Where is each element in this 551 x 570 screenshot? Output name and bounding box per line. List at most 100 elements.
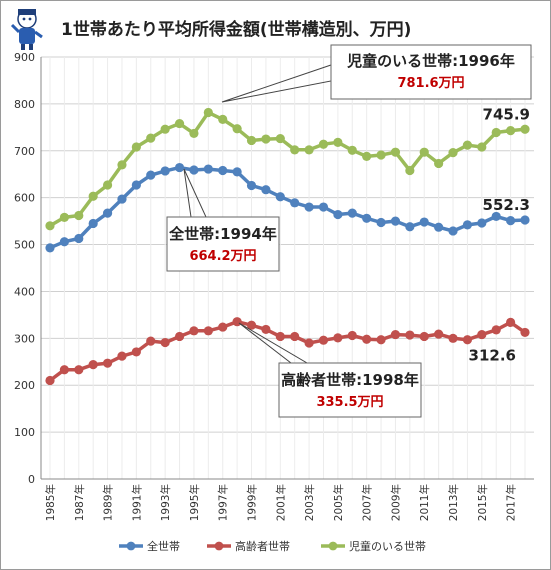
data-point [462, 335, 473, 345]
data-point [376, 217, 386, 228]
data-point [419, 217, 429, 227]
value-label: 745.9 [483, 105, 530, 123]
data-point [333, 333, 343, 343]
data-point [102, 358, 113, 368]
data-point [491, 211, 501, 222]
data-point [117, 160, 127, 170]
data-point [347, 208, 357, 218]
x-tick-label: 2007年 [361, 484, 374, 521]
data-point [448, 148, 458, 158]
data-point [290, 198, 300, 208]
data-point [102, 180, 113, 190]
data-point [390, 329, 401, 340]
data-point [74, 233, 84, 244]
data-point [131, 347, 141, 357]
callout-value: 335.5万円 [316, 395, 383, 410]
data-point [45, 375, 55, 386]
data-point [160, 124, 170, 134]
data-point [88, 191, 98, 201]
y-axis: 0 100 200 300 400 500 600 700 800 900 [14, 51, 35, 486]
x-tick-label: 1995年 [188, 484, 201, 521]
x-tick-label: 1987年 [73, 484, 86, 521]
data-point [434, 329, 444, 339]
x-tick-label: 1993年 [159, 484, 172, 521]
y-tick-label: 900 [14, 51, 35, 64]
data-point [275, 331, 285, 342]
legend-label: 高齢者世帯 [235, 539, 290, 553]
data-point [347, 145, 357, 155]
legend-swatch-marker [328, 541, 338, 551]
data-point [506, 126, 516, 136]
y-tick-label: 100 [14, 426, 35, 439]
data-point [462, 140, 473, 150]
y-tick-label: 0 [28, 473, 35, 486]
data-point [275, 192, 285, 202]
data-point [218, 114, 228, 124]
callout-elderly-1998: 高齢者世帯:1998年 335.5万円 [238, 322, 422, 418]
callout-all-1994: 全世帯:1994年 664.2万円 [166, 168, 280, 272]
data-point [117, 351, 127, 361]
data-point [290, 331, 300, 342]
callout-value: 664.2万円 [189, 249, 256, 264]
data-point [59, 212, 69, 222]
data-point [362, 334, 372, 344]
data-point [189, 326, 199, 336]
callout-title: 高齢者世帯:1998年 [281, 371, 419, 389]
x-tick-label: 2001年 [274, 484, 287, 521]
data-point [434, 158, 444, 169]
data-point [333, 137, 343, 147]
data-point [362, 151, 372, 162]
y-tick-label: 700 [14, 145, 35, 158]
data-point [405, 330, 415, 340]
data-point [520, 327, 530, 338]
data-point [261, 185, 271, 195]
callout-title: 全世帯:1994年 [168, 225, 277, 243]
data-point [462, 220, 473, 230]
data-point [74, 210, 84, 221]
series-line-1 [48, 319, 526, 382]
data-point [318, 139, 329, 149]
data-point [318, 335, 329, 345]
data-point [146, 170, 156, 180]
data-point [376, 335, 386, 345]
value-labels: 552.3 745.9 312.6 [469, 105, 530, 364]
data-point [232, 317, 242, 327]
data-point [160, 166, 170, 176]
data-point [189, 165, 199, 175]
data-point [419, 147, 429, 157]
data-point [318, 202, 329, 212]
data-point [88, 218, 98, 229]
data-point [506, 317, 516, 327]
x-tick-label: 2005年 [332, 484, 345, 521]
cartoon-mascot-icon [10, 9, 43, 50]
data-point [506, 216, 516, 226]
data-point [333, 209, 343, 220]
x-tick-label: 1989年 [102, 484, 115, 521]
callout-value: 781.6万円 [397, 76, 464, 91]
data-point [246, 180, 257, 191]
x-tick-label: 1985年 [44, 484, 57, 521]
data-point [477, 329, 487, 340]
data-point [189, 128, 199, 139]
data-point [419, 331, 429, 342]
y-tick-label: 600 [14, 192, 35, 205]
legend-swatch-marker [214, 541, 224, 551]
callout-children-1996: 児童のいる世帯:1996年 781.6万円 [221, 44, 532, 103]
legend: 全世帯 高齢者世帯 児童のいる世帯 [119, 539, 426, 553]
data-point [174, 331, 185, 342]
legend-label: 児童のいる世帯 [349, 539, 426, 553]
data-point [448, 226, 458, 236]
data-point [520, 124, 530, 134]
data-point [203, 326, 213, 336]
legend-swatch-marker [126, 541, 136, 551]
data-point [405, 165, 415, 176]
data-point [203, 107, 213, 118]
data-point [131, 142, 141, 152]
x-tick-label: 1991年 [130, 484, 143, 521]
data-point [434, 222, 444, 232]
y-tick-label: 300 [14, 332, 35, 345]
data-point [304, 338, 314, 348]
series-line-2 [49, 110, 526, 228]
